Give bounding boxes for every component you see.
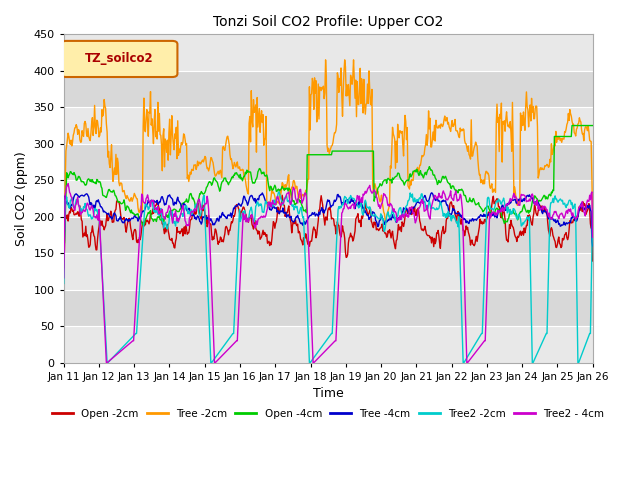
X-axis label: Time: Time xyxy=(313,387,344,400)
Title: Tonzi Soil CO2 Profile: Upper CO2: Tonzi Soil CO2 Profile: Upper CO2 xyxy=(213,15,444,29)
Bar xyxy=(64,108,593,144)
Bar xyxy=(64,253,593,290)
Bar xyxy=(64,290,593,326)
FancyBboxPatch shape xyxy=(61,41,177,77)
Bar xyxy=(64,180,593,217)
Text: TZ_soilco2: TZ_soilco2 xyxy=(85,52,154,65)
Bar xyxy=(64,144,593,180)
Bar xyxy=(64,71,593,108)
Legend: Open -2cm, Tree -2cm, Open -4cm, Tree -4cm, Tree2 -2cm, Tree2 - 4cm: Open -2cm, Tree -2cm, Open -4cm, Tree -4… xyxy=(48,405,609,423)
Bar xyxy=(64,217,593,253)
Bar xyxy=(64,35,593,71)
Bar xyxy=(64,326,593,363)
Y-axis label: Soil CO2 (ppm): Soil CO2 (ppm) xyxy=(15,151,28,246)
